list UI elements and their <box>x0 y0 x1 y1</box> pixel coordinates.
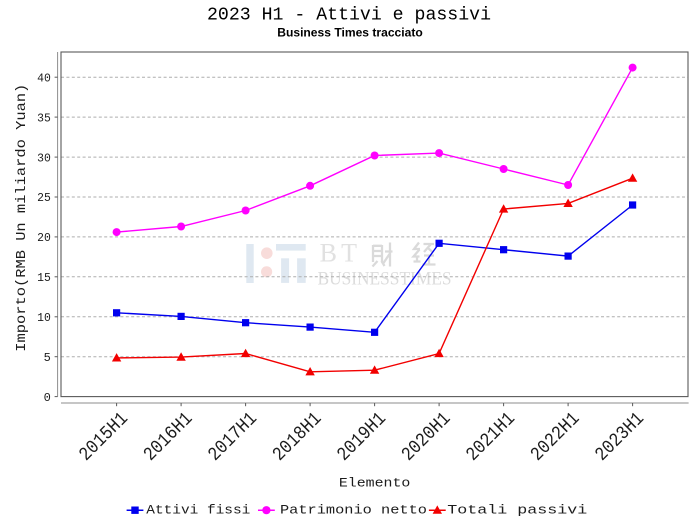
svg-text:Importo(RMB Un miliardo Yuan): Importo(RMB Un miliardo Yuan) <box>14 84 30 352</box>
svg-text:Attivi fissi: Attivi fissi <box>146 503 250 518</box>
svg-text:0: 0 <box>44 391 51 405</box>
svg-text:T: T <box>341 239 357 268</box>
svg-text:30: 30 <box>37 151 51 165</box>
svg-text:2023 H1 - Attivi e passivi: 2023 H1 - Attivi e passivi <box>207 6 491 26</box>
svg-text:40: 40 <box>37 71 51 85</box>
svg-text:15: 15 <box>37 271 51 285</box>
svg-text:10: 10 <box>37 311 51 325</box>
svg-text:Elemento: Elemento <box>339 476 411 491</box>
svg-text:35: 35 <box>37 111 51 125</box>
svg-text:Totali passivi: Totali passivi <box>447 503 587 518</box>
svg-text:Patrimonio netto: Patrimonio netto <box>280 503 427 518</box>
svg-text:25: 25 <box>37 191 51 205</box>
svg-text:B: B <box>320 239 337 268</box>
svg-text:BUSINESSTIMES: BUSINESSTIMES <box>318 268 452 289</box>
svg-text:5: 5 <box>44 351 51 365</box>
svg-text:Business Times tracciato: Business Times tracciato <box>277 26 423 40</box>
svg-text:20: 20 <box>37 231 51 245</box>
